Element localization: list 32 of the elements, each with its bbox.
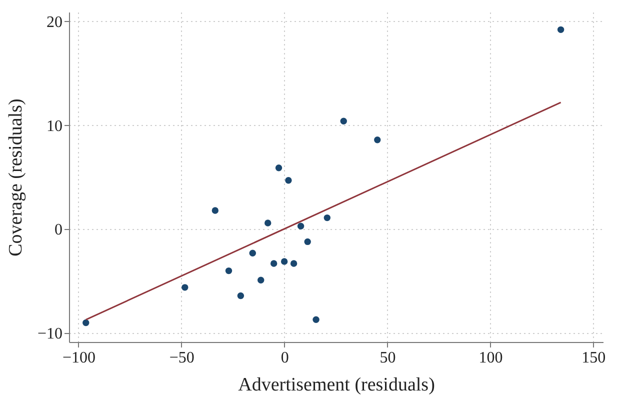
x-tick-label: 150 (582, 350, 606, 366)
x-axis-title: Advertisement (residuals) (238, 374, 435, 396)
point (225, 267, 232, 274)
x-tick-label: 0 (280, 350, 289, 366)
point (275, 164, 282, 172)
x-tick-label: 100 (478, 350, 503, 366)
x-tick-label: 50 (380, 350, 396, 366)
y-tick-label: 20 (46, 14, 62, 31)
point (237, 292, 244, 300)
y-tick-label: −10 (37, 326, 62, 343)
point (82, 319, 90, 326)
point (290, 260, 298, 267)
point (264, 220, 272, 226)
point (297, 222, 304, 230)
point (557, 26, 564, 34)
y-tick-label: 10 (46, 118, 62, 135)
point (280, 258, 288, 265)
point (270, 260, 278, 267)
point (340, 118, 347, 124)
y-tick-label: 0 (54, 222, 62, 239)
x-tick-label: −100 (62, 350, 96, 366)
point (312, 316, 320, 323)
y-axis-title: Coverage (residuals) (5, 98, 26, 256)
x-tick-label: −50 (169, 350, 194, 366)
point (212, 207, 219, 214)
point (304, 238, 311, 246)
point (182, 284, 188, 291)
point (285, 177, 292, 184)
point (324, 214, 330, 222)
point (258, 276, 264, 284)
point (374, 136, 381, 144)
point (249, 250, 256, 256)
